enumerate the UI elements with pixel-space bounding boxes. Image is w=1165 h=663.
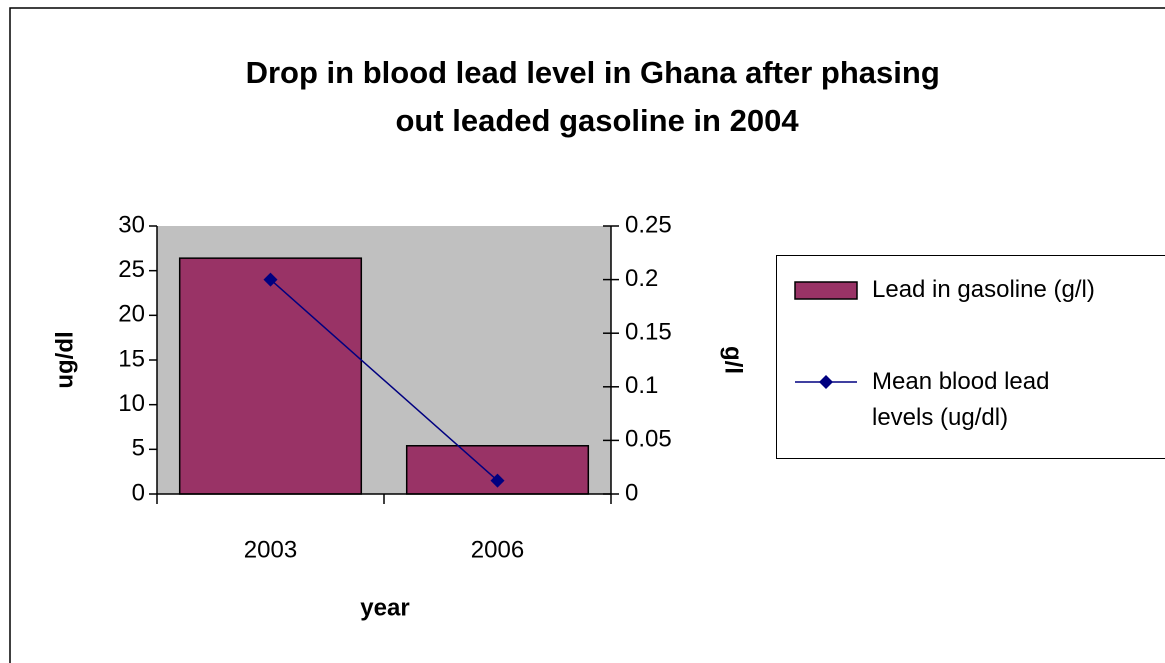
y-tick-label: 25 <box>118 256 145 283</box>
y-tick-label: 5 <box>132 435 145 462</box>
legend: Lead in gasoline (g/l) Mean blood lead l… <box>776 255 1165 459</box>
x-tick-label: 2006 <box>471 536 524 563</box>
legend-label: Lead in gasoline (g/l) <box>872 276 1095 303</box>
legend-swatch <box>794 281 858 300</box>
y2-axis-label: g/l <box>720 346 747 374</box>
y-axis-label: ug/dl <box>51 331 78 388</box>
chart-title: Drop in blood lead level in Ghana after … <box>246 55 949 138</box>
line-marker <box>490 473 505 488</box>
y2-tick-label: 0.05 <box>625 426 672 453</box>
line <box>270 279 498 482</box>
y2-tick-label: 0.2 <box>625 265 658 292</box>
x-axis-label: year <box>360 594 409 621</box>
legend-marker <box>819 375 833 389</box>
y2-tick-label: 0.15 <box>625 319 672 346</box>
line-marker <box>263 272 278 287</box>
y2-tick-label: 0.1 <box>625 372 658 399</box>
y-tick-label: 20 <box>118 301 145 328</box>
legend-keys <box>794 281 858 389</box>
y2-tick-label: 0 <box>625 479 638 506</box>
x-tick-label: 2003 <box>244 536 297 563</box>
y-tick-label: 30 <box>118 211 145 238</box>
bar <box>178 257 363 495</box>
legend-label: Mean blood lead levels (ug/dl) <box>872 368 1050 431</box>
y-tick-label: 0 <box>132 479 145 506</box>
y-tick-label: 15 <box>118 345 145 372</box>
y-tick-label: 10 <box>118 390 145 417</box>
y2-tick-label: 0.25 <box>625 211 672 238</box>
